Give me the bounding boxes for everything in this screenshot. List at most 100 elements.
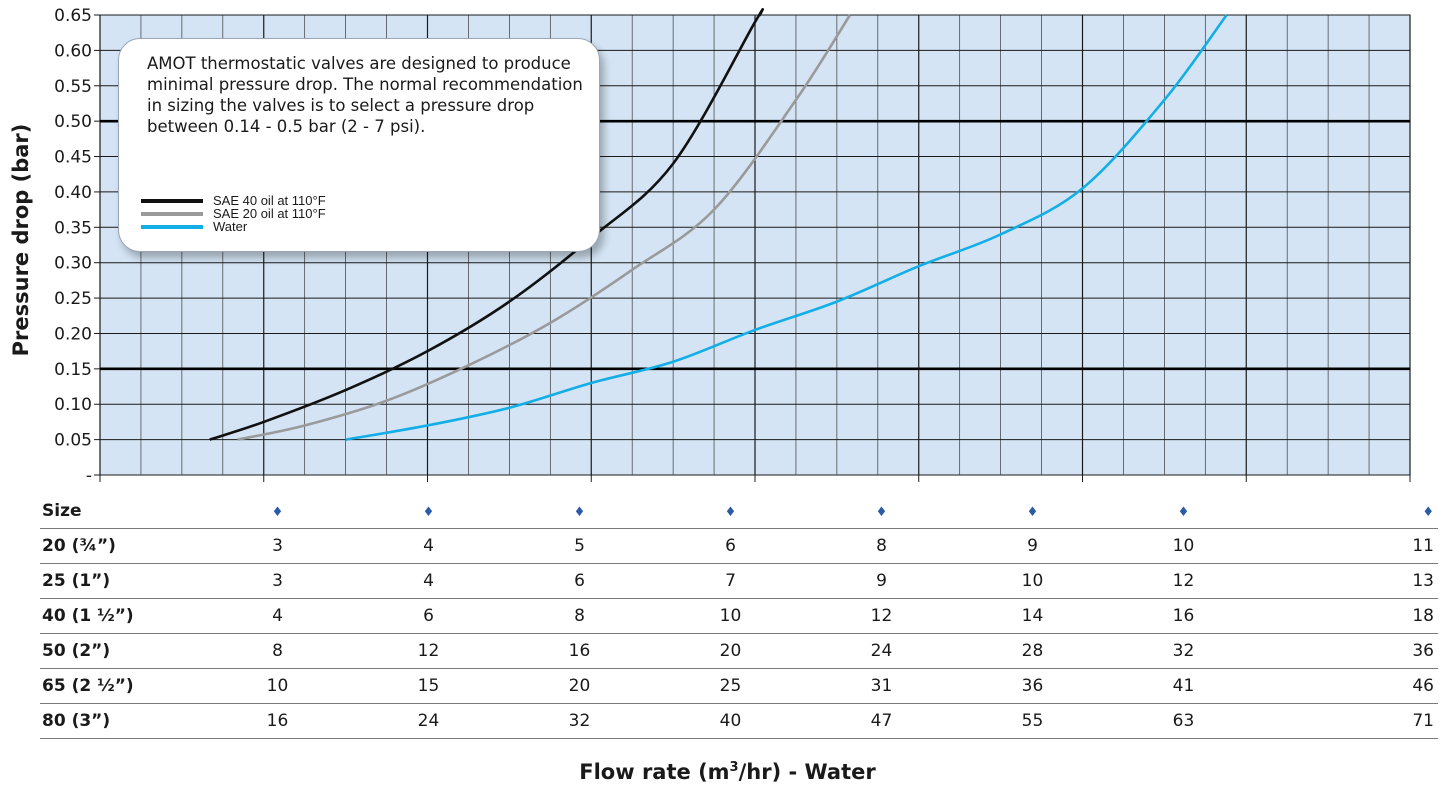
flow-rate-cell: 40: [655, 703, 806, 739]
table-row: 25 (1”) 3 4 6 7 9 10 12 13: [40, 563, 1438, 599]
y-tick-label: 0.25: [54, 289, 92, 309]
flow-rate-cell: 7: [655, 563, 806, 599]
legend-item: SAE 40 oil at 110°F: [141, 194, 326, 207]
flow-rate-cell: 20: [504, 668, 655, 704]
valve-size-label: 50 (2”): [40, 633, 202, 669]
size-marker-cell: ♦: [504, 494, 655, 529]
size-marker-cell: ♦: [655, 494, 806, 529]
size-marker-cell: ♦: [202, 494, 353, 529]
flow-rate-cell: 10: [655, 598, 806, 634]
flow-rate-cell: 71: [1259, 703, 1438, 739]
flow-rate-cell: 46: [1259, 668, 1438, 704]
flow-rate-cell: 12: [806, 598, 957, 634]
diamond-marker-icon: ♦: [1177, 505, 1190, 520]
legend: SAE 40 oil at 110°F SAE 20 oil at 110°F Wa…: [141, 194, 326, 233]
flow-rate-cell: 28: [957, 633, 1108, 669]
flow-rate-cell: 8: [504, 598, 655, 634]
flow-rate-cell: 3: [202, 563, 353, 599]
y-axis-label: Pressure drop (bar): [9, 124, 33, 357]
diamond-marker-icon: ♦: [1026, 505, 1039, 520]
size-marker-cell: ♦: [1259, 494, 1438, 529]
flow-rate-cell: 11: [1259, 528, 1438, 564]
flow-rate-cell: 63: [1108, 703, 1259, 739]
y-tick-label: 0.65: [54, 6, 92, 26]
callout-text: AMOT thermostatic valves are designed to…: [147, 54, 583, 136]
size-header: Size: [40, 494, 202, 529]
diamond-marker-icon: ♦: [422, 505, 435, 520]
callout-box: AMOT thermostatic valves are designed to…: [118, 38, 600, 252]
diamond-marker-icon: ♦: [724, 505, 737, 520]
x-axis-label-sup: 3: [729, 760, 739, 775]
flow-rate-cell: 41: [1108, 668, 1259, 704]
series-line-1: [237, 14, 852, 441]
flow-rate-cell: 10: [957, 563, 1108, 599]
valve-size-label: 20 (¾”): [40, 528, 202, 564]
y-tick-label: -: [86, 466, 92, 486]
size-table: Size ♦ ♦ ♦ ♦ ♦ ♦ ♦ ♦ 20 (¾”) 3 4 5 6 8 9 10 11 25 (1”) 3 4 6 7…: [40, 494, 1438, 739]
valve-size-label: 40 (1 ½”): [40, 598, 202, 634]
legend-label: SAE 20 oil at 110°F: [213, 206, 326, 221]
valve-size-label: 25 (1”): [40, 563, 202, 599]
flow-rate-cell: 9: [806, 563, 957, 599]
size-marker-cell: ♦: [353, 494, 504, 529]
flow-rate-cell: 12: [353, 633, 504, 669]
x-tick-marks: [99, 475, 1411, 482]
diamond-marker-icon: ♦: [573, 505, 586, 520]
flow-rate-cell: 4: [353, 563, 504, 599]
y-tick-label: 0.45: [54, 148, 92, 168]
flow-rate-cell: 3: [202, 528, 353, 564]
y-tick-label: 0.40: [54, 183, 92, 203]
diamond-marker-icon: ♦: [1422, 505, 1434, 520]
flow-rate-cell: 5: [504, 528, 655, 564]
legend-item: SAE 20 oil at 110°F: [141, 207, 326, 220]
x-axis-label-after: /hr) - Water: [738, 760, 876, 784]
series-line-2: [345, 14, 1228, 441]
legend-swatch: [141, 198, 203, 203]
legend-item: Water: [141, 220, 326, 233]
flow-rate-cell: 31: [806, 668, 957, 704]
y-tick-label: 0.55: [54, 77, 92, 97]
flow-rate-cell: 24: [353, 703, 504, 739]
flow-rate-cell: 25: [655, 668, 806, 704]
flow-rate-cell: 6: [504, 563, 655, 599]
legend-swatch: [141, 224, 203, 229]
table-row: 50 (2”) 8 12 16 20 24 28 32 36: [40, 633, 1438, 669]
valve-size-label: 80 (3”): [40, 703, 202, 739]
flow-rate-cell: 13: [1259, 563, 1438, 599]
x-axis-label: Flow rate (m3/hr) - Water: [0, 760, 1455, 784]
flow-rate-cell: 6: [353, 598, 504, 634]
x-axis-label-before: Flow rate (m: [579, 760, 730, 784]
flow-rate-cell: 55: [957, 703, 1108, 739]
flow-rate-cell: 32: [1108, 633, 1259, 669]
y-tick-label: 0.10: [54, 395, 92, 415]
table-row: 80 (3”) 16 24 32 40 47 55 63 71: [40, 703, 1438, 739]
flow-rate-cell: 18: [1259, 598, 1438, 634]
size-table-header-row: Size ♦ ♦ ♦ ♦ ♦ ♦ ♦ ♦: [40, 494, 1438, 529]
flow-rate-cell: 47: [806, 703, 957, 739]
legend-label: SAE 40 oil at 110°F: [213, 193, 326, 208]
y-tick-label: 0.60: [54, 41, 92, 61]
flow-rate-cell: 9: [957, 528, 1108, 564]
flow-rate-cell: 16: [504, 633, 655, 669]
size-marker-cell: ♦: [1108, 494, 1259, 529]
flow-rate-cell: 36: [1259, 633, 1438, 669]
series-lines: [209, 7, 1228, 441]
valve-size-label: 65 (2 ½”): [40, 668, 202, 704]
y-tick-label: 0.15: [54, 360, 92, 380]
flow-rate-cell: 4: [202, 598, 353, 634]
flow-rate-cell: 10: [1108, 528, 1259, 564]
size-marker-cell: ♦: [957, 494, 1108, 529]
flow-rate-cell: 12: [1108, 563, 1259, 599]
flow-rate-cell: 16: [202, 703, 353, 739]
flow-rate-cell: 8: [202, 633, 353, 669]
flow-rate-cell: 8: [806, 528, 957, 564]
flow-rate-cell: 6: [655, 528, 806, 564]
series-line-0: [209, 7, 764, 441]
y-tick-label: 0.30: [54, 254, 92, 274]
flow-rate-cell: 10: [202, 668, 353, 704]
flow-rate-cell: 20: [655, 633, 806, 669]
flow-rate-cell: 36: [957, 668, 1108, 704]
y-tick-label: 0.05: [54, 431, 92, 451]
flow-rate-cell: 15: [353, 668, 504, 704]
y-tick-labels: - 0.05 0.10 0.15 0.20 0.25 0.30 0.35 0.40 0.45 0.5…: [54, 6, 100, 486]
